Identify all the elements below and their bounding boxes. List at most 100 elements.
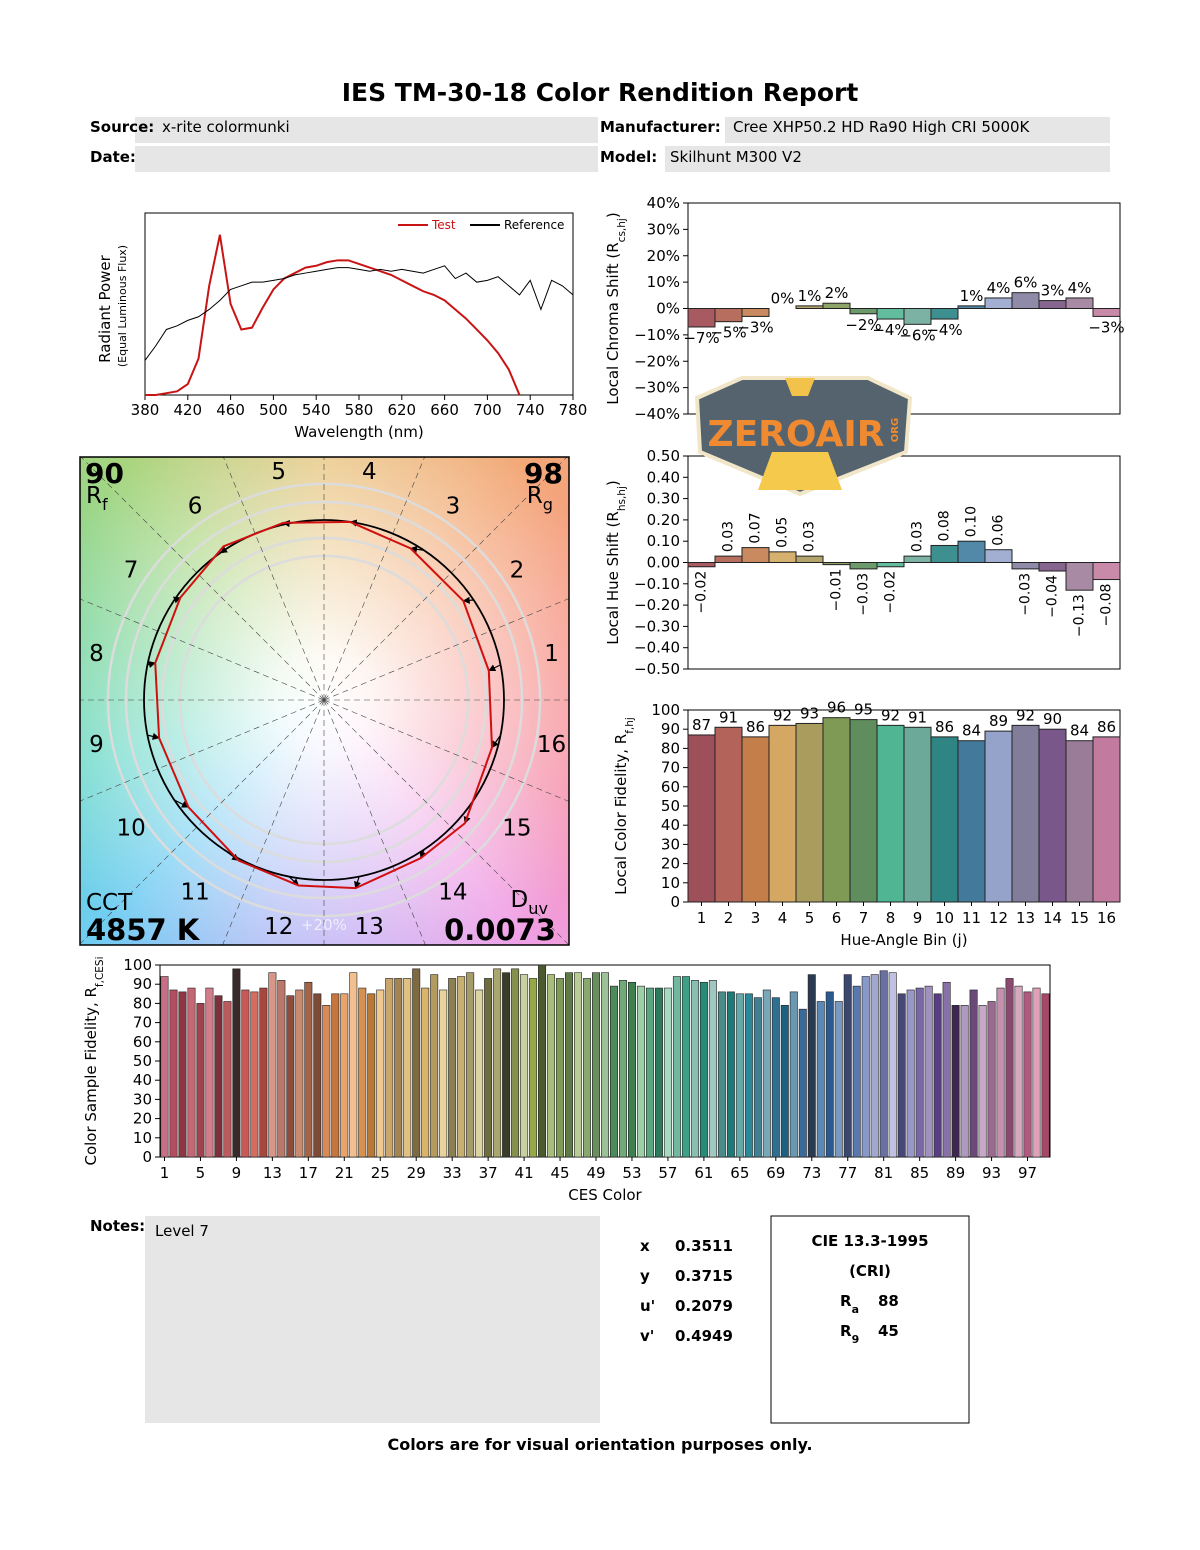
subscript: g [543,495,553,514]
label-part: Local Color Fidelity, R [612,734,630,895]
bar [241,989,250,1158]
bar [1032,987,1041,1158]
x-tick-label: 69 [766,1164,785,1182]
x-axis-label: CES Color [568,1186,642,1204]
label-part: D [511,887,529,913]
bar [618,980,627,1158]
x-axis-label: Hue-Angle Bin (j) [840,931,967,949]
bar [511,968,520,1158]
field-value: x-rite colormunki [162,118,290,136]
x-tick-label: 81 [874,1164,893,1182]
value-label: 0.08 [937,510,953,541]
x-tick-label: 97 [1018,1164,1037,1182]
subscript: f,hj [624,717,636,734]
x-tick-label: 89 [946,1164,965,1182]
label-part: ) [604,212,622,218]
bin-divider [80,598,325,701]
bar [876,308,905,320]
bar [592,972,600,1158]
y-tick-label: 0 [142,1148,152,1166]
bar [1014,985,1023,1158]
bar [822,717,851,903]
bin-divider [80,699,325,802]
value-label: 4% [1068,279,1092,297]
subscript: f [102,495,108,514]
bar [565,972,574,1158]
value-label: −0.03 [856,573,872,616]
bar [849,562,878,570]
y-tick-label: 70 [661,759,680,777]
bar [978,1005,987,1158]
x-tick-label: 9 [232,1164,242,1182]
y-tick-label: 20% [647,247,680,265]
y-tick-label: 0% [656,300,680,318]
value-label: 92 [1016,706,1035,724]
x-tick-label: 16 [1097,909,1116,927]
bar [1005,978,1014,1158]
bar [250,991,259,1158]
y-tick-label: 80 [661,739,680,757]
y-tick-label: 90 [661,720,680,738]
x-tick-label: 6 [832,909,842,927]
bar [520,974,529,1158]
bar [795,722,824,903]
x-tick-label: 41 [515,1164,534,1182]
value-label: −0.04 [1045,575,1061,618]
value-label: 92 [881,706,900,724]
bar [1011,562,1040,570]
bar [789,991,798,1158]
y-tick-label: −0.40 [634,639,680,657]
bar [816,1001,825,1158]
bar [358,987,367,1158]
bar [412,968,421,1158]
cri-box [770,1215,970,1424]
value-label: 6% [1014,274,1038,292]
y-tick-label: 30 [133,1090,152,1108]
bin-label: 15 [502,815,531,841]
bar [957,305,986,309]
x-tick-label: 85 [910,1164,929,1182]
bar [1065,562,1094,591]
label-part: R [86,483,102,509]
bar [214,995,223,1158]
y-tick-label: 10% [647,273,680,291]
y-tick-label: 80 [133,994,152,1012]
y-axis-label: Local Hue Shift (Rhs,hj) [604,480,628,644]
x-tick-label: 15 [1070,909,1089,927]
bar [403,978,412,1158]
bar [735,993,744,1158]
bar [1092,308,1121,317]
subscript: cs,hj [616,218,628,242]
y-tick-label: 40 [133,1071,152,1089]
x-tick-label: 580 [345,401,374,419]
x-tick-label: 57 [658,1164,677,1182]
x-tick-label: 12 [989,909,1008,927]
value-label: 86 [746,718,765,736]
label-part: Local Chroma Shift (R [604,242,622,404]
x-tick-label: 740 [516,401,545,419]
bar [822,302,851,310]
scale-ring [124,500,524,900]
x-tick-label: 53 [622,1164,641,1182]
x-axis-label: Wavelength (nm) [294,423,424,441]
bin-label: 8 [89,641,104,667]
bar [654,987,663,1158]
bar [681,976,690,1158]
value-label: 0.07 [748,512,764,543]
x-tick-label: 25 [371,1164,390,1182]
reference-circle [143,519,505,881]
chromaticity-label: u' [640,1297,655,1315]
x-tick-label: 93 [982,1164,1001,1182]
y-axis-label: Radiant Power [96,254,114,363]
bar [861,976,870,1158]
subscript: hs,hj [616,486,628,511]
duv-label: Duv [511,887,549,918]
chromaticity-value: 0.3511 [675,1237,733,1255]
bar [232,968,241,1158]
bar [430,974,439,1158]
bin-label: 2 [510,558,525,584]
bar [439,989,448,1158]
y-tick-label: 0.30 [647,490,680,508]
value-label: −0.02 [883,571,899,614]
